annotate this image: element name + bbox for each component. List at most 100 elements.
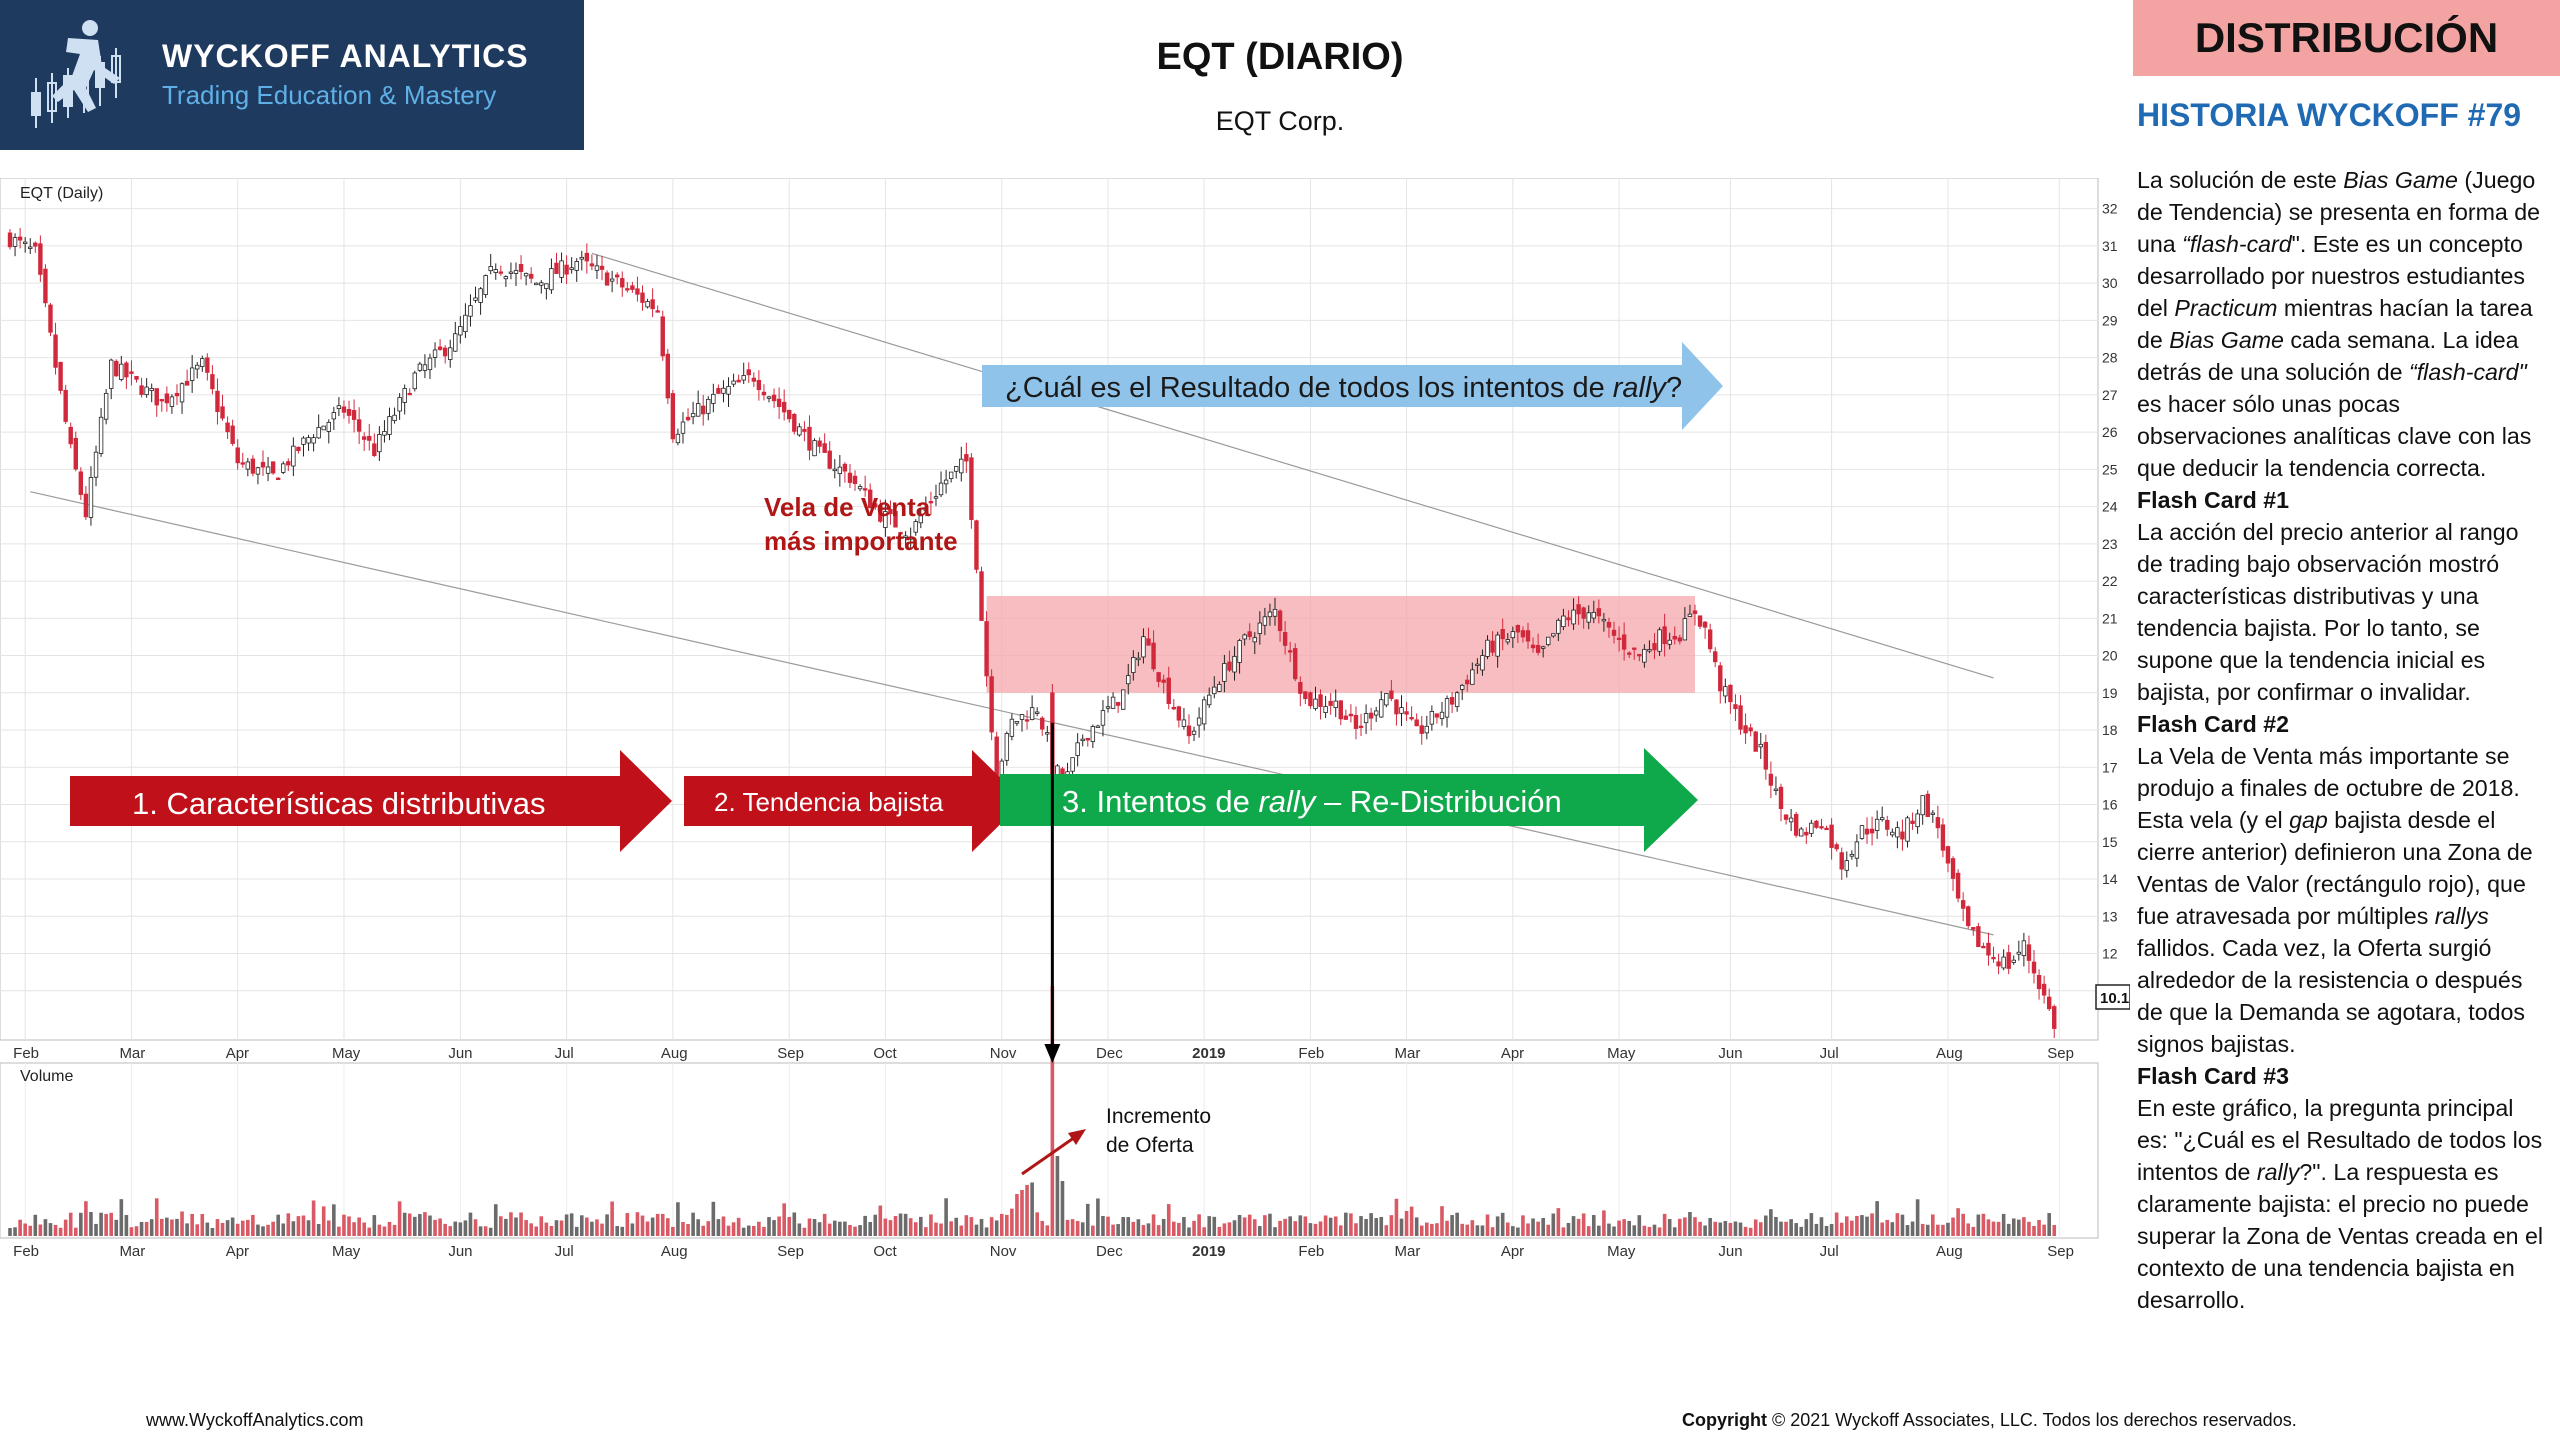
volume-bar: [1850, 1220, 1854, 1236]
volume-bar: [1870, 1213, 1874, 1236]
volume-bar: [1556, 1208, 1561, 1236]
candle-body: [579, 256, 584, 260]
candle-body: [38, 243, 43, 275]
candle-body: [1525, 630, 1531, 642]
candle-body: [822, 443, 827, 453]
candle-body: [1252, 637, 1257, 643]
candle-body: [913, 521, 918, 533]
volume-bar: [1182, 1217, 1186, 1236]
candle-body: [1672, 635, 1677, 640]
candle-body: [711, 393, 716, 404]
candle-body: [1480, 655, 1485, 671]
volume-bar: [84, 1201, 88, 1236]
volume-bar: [225, 1220, 230, 1236]
candle-body: [549, 268, 554, 291]
volume-bar: [28, 1225, 33, 1236]
candle-body: [326, 421, 331, 432]
copyright-label: Copyright: [1682, 1410, 1767, 1430]
candle-body: [48, 304, 53, 333]
volume-bar: [544, 1222, 549, 1236]
candle-body: [1085, 737, 1090, 741]
volume-bar: [1227, 1222, 1232, 1236]
volume-bar: [888, 1220, 893, 1236]
x-tick-label: Aug: [1936, 1045, 1963, 1062]
volume-bar: [595, 1219, 599, 1236]
volume-bar: [1136, 1219, 1141, 1236]
candle-body: [448, 347, 453, 360]
candle-body: [943, 479, 949, 485]
candle-body: [1971, 927, 1976, 930]
candlestick-series: [7, 228, 2057, 1039]
candle-body: [1384, 693, 1389, 706]
candle-body: [1788, 817, 1794, 823]
volume-bar: [620, 1226, 625, 1236]
volume-bar: [817, 1222, 822, 1236]
volume-bar: [235, 1223, 240, 1236]
volume-bar: [453, 1221, 458, 1236]
volume-bar: [838, 1221, 842, 1236]
volume-bar: [1531, 1218, 1535, 1236]
volume-bar: [1996, 1221, 2001, 1236]
volume-bar: [1667, 1219, 1672, 1236]
volume-bar: [1085, 1203, 1090, 1236]
volume-bar: [726, 1225, 731, 1236]
volume-bar: [2047, 1213, 2051, 1236]
flash-card-2-heading: Flash Card #2: [2137, 711, 2290, 737]
volume-bar: [1824, 1225, 1829, 1236]
volume-bar: [443, 1223, 447, 1236]
candle-body: [1510, 631, 1516, 639]
candle-body: [645, 301, 650, 308]
candle-body: [63, 389, 68, 422]
volume-bar: [1237, 1214, 1242, 1236]
candle-body: [1520, 630, 1526, 638]
volume-bar: [822, 1213, 827, 1236]
volume-bar: [1764, 1215, 1768, 1236]
candle-body: [1692, 610, 1698, 614]
candle-body: [933, 496, 939, 499]
x-tick-label: Feb: [13, 1243, 39, 1260]
candle-body: [225, 422, 230, 433]
candle-body: [1303, 691, 1308, 700]
arrow-rally-attempts-label: 3. Intentos de rally – Re-Distribución: [1062, 784, 1562, 819]
volume-bar: [261, 1226, 265, 1236]
candle-body: [351, 410, 357, 420]
candle-body: [609, 278, 615, 282]
volume-bar: [1096, 1198, 1100, 1236]
candle-body: [483, 275, 488, 295]
volume-bar: [1121, 1217, 1125, 1236]
x-tick-label: Jun: [1718, 1243, 1742, 1260]
volume-bar: [1703, 1225, 1707, 1236]
volume-bar: [488, 1227, 493, 1236]
x-tick-label: Mar: [119, 1045, 145, 1062]
candle-body: [93, 451, 99, 478]
volume-bar: [165, 1217, 169, 1236]
candle-body: [473, 297, 478, 301]
volume-bar: [1834, 1212, 1839, 1236]
volume-bar: [18, 1219, 22, 1236]
candle-body: [1586, 612, 1591, 623]
candle-body: [498, 271, 504, 274]
volume-bar: [1637, 1215, 1642, 1236]
volume-bar: [2017, 1219, 2021, 1236]
candle-body: [1191, 730, 1197, 735]
volume-bar: [1141, 1225, 1146, 1236]
candle-body: [1515, 624, 1521, 633]
x-tick-label: 2019: [1192, 1045, 1225, 1062]
candle-body: [215, 390, 220, 413]
volume-bar: [898, 1213, 903, 1236]
volume-bar: [418, 1214, 422, 1236]
volume-bar: [878, 1205, 883, 1236]
x-tick-label: Apr: [1501, 1045, 1524, 1062]
candle-body: [640, 292, 645, 303]
candle-body: [878, 504, 883, 522]
volume-bar: [1586, 1226, 1591, 1236]
candle-body: [984, 621, 989, 677]
volume-bar: [1591, 1215, 1596, 1236]
candle-body: [893, 511, 898, 528]
volume-bar: [1116, 1224, 1120, 1236]
candle-body: [630, 285, 635, 290]
key-candle-label-line1: Vela de Venta: [764, 492, 931, 522]
candle-body: [1763, 741, 1769, 770]
candle-body: [1212, 686, 1217, 695]
candle-body: [73, 437, 78, 470]
